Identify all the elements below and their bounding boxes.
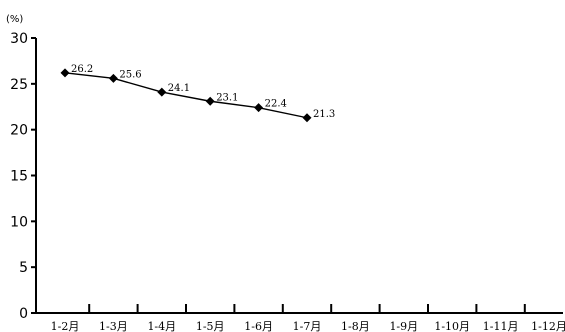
x-tick-label: 1-4月 — [147, 320, 176, 332]
data-label: 26.2 — [71, 64, 93, 75]
y-tick-label: 0 — [19, 306, 28, 322]
data-label: 21.3 — [313, 109, 335, 120]
data-label: 24.1 — [168, 83, 190, 94]
data-point-marker — [205, 96, 215, 106]
y-tick-label: 10 — [10, 214, 28, 230]
series: 26.2 25.6 24.1 23.1 22.4 21.3 — [60, 64, 335, 123]
y-tick-label: 15 — [10, 169, 28, 185]
x-tick-label: 1-9月 — [389, 320, 418, 332]
data-point-marker — [108, 73, 118, 83]
x-tick-label: 1-6月 — [244, 320, 273, 332]
x-tick-label: 1-11月 — [483, 320, 519, 332]
data-point-marker — [60, 68, 70, 78]
data-point-marker — [302, 113, 312, 123]
y-tick-label: 25 — [10, 77, 28, 93]
data-label: 22.4 — [265, 99, 287, 110]
y-tick-label: 5 — [19, 260, 28, 276]
x-tick-label: 1-7月 — [293, 320, 322, 332]
data-label: 25.6 — [119, 69, 141, 80]
data-point-marker — [254, 103, 264, 113]
data-label: 23.1 — [216, 92, 238, 103]
y-axis: 0 5 10 15 20 25 30 — [10, 31, 37, 322]
data-point-marker — [157, 87, 167, 97]
x-axis: 1-2月 1-3月 1-4月 1-5月 1-6月 1-7月 1-8月 1-9月 1-10月 1-1… — [36, 304, 565, 332]
x-tick-label: 1-8月 — [341, 320, 370, 332]
x-tick-label: 1-3月 — [99, 320, 128, 332]
y-tick-label: 20 — [10, 123, 28, 139]
y-tick-label: 30 — [10, 31, 28, 47]
x-tick-label: 1-5月 — [196, 320, 225, 332]
x-tick-label: 1-10月 — [434, 320, 470, 332]
x-tick-label: 1-2月 — [51, 320, 80, 332]
x-tick-label: 1-12月 — [531, 320, 565, 332]
series-line — [64, 72, 308, 119]
y-unit-label: (%) — [6, 14, 23, 25]
